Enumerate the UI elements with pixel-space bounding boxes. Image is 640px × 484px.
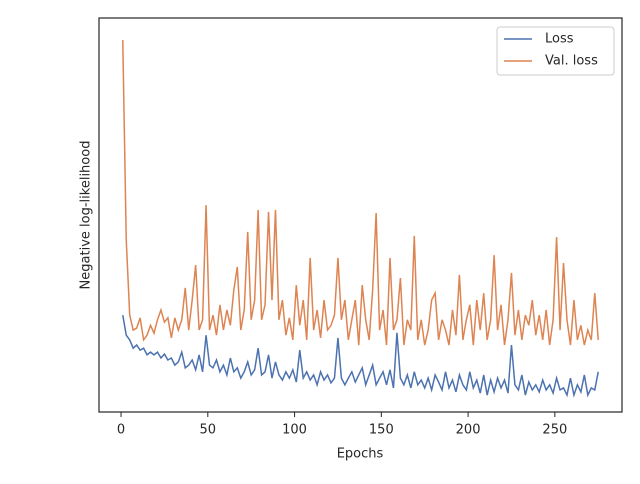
y-axis-label: Negative log-likelihood	[79, 141, 94, 290]
legend-label: Val. loss	[545, 54, 598, 69]
x-tick-label: 200	[456, 423, 481, 438]
x-tick-label: 100	[282, 423, 307, 438]
plot-frame	[98, 17, 623, 413]
legend-label: Loss	[545, 32, 574, 47]
x-tick-label: 250	[542, 423, 567, 438]
line-series	[122, 314, 599, 398]
x-tick-label: 50	[200, 423, 217, 438]
x-tick-label: 0	[117, 423, 125, 438]
x-axis-label: Epochs	[337, 447, 384, 462]
line-series	[122, 40, 599, 346]
x-tick-label: 150	[369, 423, 394, 438]
